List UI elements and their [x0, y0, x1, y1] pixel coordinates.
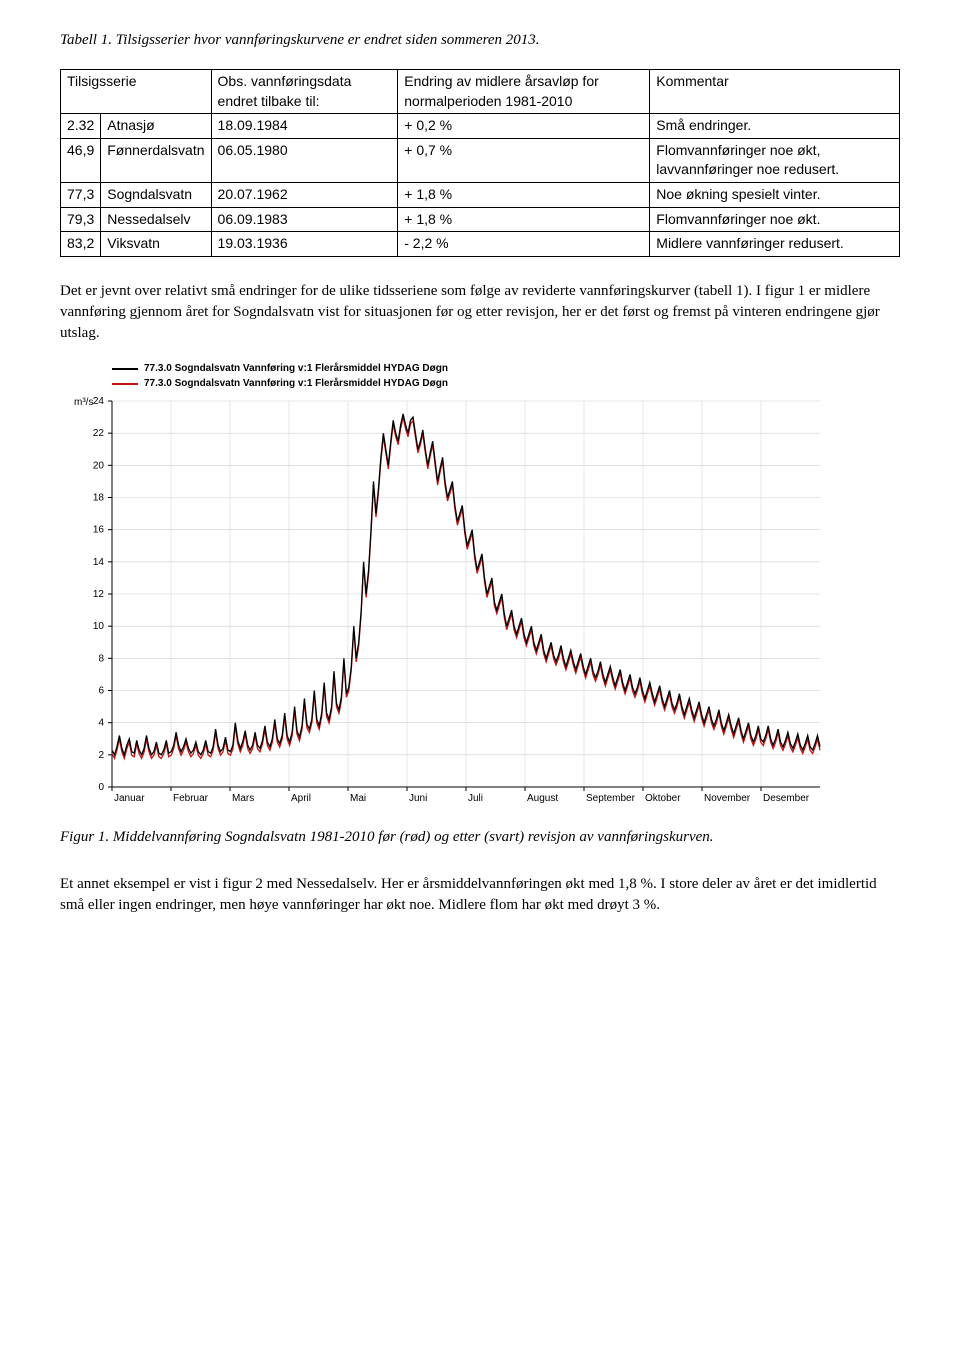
table-cell: Små endringer.	[650, 114, 900, 139]
col-header-2: Obs. vannføringsdata endret tilbake til:	[211, 70, 398, 114]
chart-legend: 77.3.0 Sogndalsvatn Vannføring v:1 Flerå…	[112, 362, 900, 391]
legend-item: 77.3.0 Sogndalsvatn Vannføring v:1 Flerå…	[112, 362, 900, 376]
table-cell: Fønnerdalsvatn	[101, 138, 211, 182]
legend-label: 77.3.0 Sogndalsvatn Vannføring v:1 Flerå…	[144, 377, 448, 391]
table-cell: 46,9	[61, 138, 101, 182]
svg-text:22: 22	[93, 428, 105, 439]
svg-text:Mars: Mars	[232, 793, 254, 804]
table-cell: Flomvannføringer noe økt.	[650, 207, 900, 232]
svg-text:November: November	[704, 793, 751, 804]
svg-text:August: August	[527, 793, 558, 804]
svg-text:Desember: Desember	[763, 793, 810, 804]
table-cell: 19.03.1936	[211, 232, 398, 257]
table-cell: Viksvatn	[101, 232, 211, 257]
col-header-4: Kommentar	[650, 70, 900, 114]
table-cell: + 0,2 %	[398, 114, 650, 139]
table-cell: 79,3	[61, 207, 101, 232]
table-cell: Midlere vannføringer redusert.	[650, 232, 900, 257]
table-cell: 2.32	[61, 114, 101, 139]
table-row: 2.32Atnasjø18.09.1984+ 0,2 %Små endringe…	[61, 114, 900, 139]
svg-text:0: 0	[98, 782, 104, 793]
table-cell: 83,2	[61, 232, 101, 257]
legend-item: 77.3.0 Sogndalsvatn Vannføring v:1 Flerå…	[112, 377, 900, 391]
svg-text:Oktober: Oktober	[645, 793, 681, 804]
table-cell: 20.07.1962	[211, 182, 398, 207]
figure-1-caption: Figur 1. Middelvannføring Sogndalsvatn 1…	[60, 827, 900, 848]
table-cell: - 2,2 %	[398, 232, 650, 257]
svg-text:6: 6	[98, 685, 104, 696]
table-cell: Nessedalselv	[101, 207, 211, 232]
table-cell: 06.05.1980	[211, 138, 398, 182]
svg-text:Juni: Juni	[409, 793, 427, 804]
table-row: 46,9Fønnerdalsvatn06.05.1980+ 0,7 %Flomv…	[61, 138, 900, 182]
table-cell: 77,3	[61, 182, 101, 207]
table-cell: 18.09.1984	[211, 114, 398, 139]
svg-text:Mai: Mai	[350, 793, 366, 804]
legend-color-line	[112, 368, 138, 370]
table-cell: Noe økning spesielt vinter.	[650, 182, 900, 207]
svg-text:4: 4	[98, 717, 104, 728]
svg-text:September: September	[586, 793, 636, 804]
svg-text:m³/s: m³/s	[74, 397, 93, 408]
svg-text:Februar: Februar	[173, 793, 209, 804]
table-row: 83,2Viksvatn19.03.1936- 2,2 %Midlere van…	[61, 232, 900, 257]
col-header-3: Endring av midlere årsavløp for normalpe…	[398, 70, 650, 114]
svg-text:16: 16	[93, 524, 105, 535]
svg-text:18: 18	[93, 492, 105, 503]
paragraph-1: Det er jevnt over relativt små endringer…	[60, 281, 900, 344]
col-header-1: Tilsigsserie	[61, 70, 212, 114]
table-cell: Sogndalsvatn	[101, 182, 211, 207]
svg-text:Juli: Juli	[468, 793, 483, 804]
data-table: Tilsigsserie Obs. vannføringsdata endret…	[60, 69, 900, 257]
svg-text:April: April	[291, 793, 311, 804]
table-cell: Atnasjø	[101, 114, 211, 139]
line-chart: 024681012141618202224m³/sJanuarFebruarMa…	[60, 395, 840, 815]
table-cell: + 1,8 %	[398, 207, 650, 232]
table-row: 79,3Nessedalselv06.09.1983+ 1,8 %Flomvan…	[61, 207, 900, 232]
paragraph-2: Et annet eksempel er vist i figur 2 med …	[60, 874, 900, 916]
table-cell: 06.09.1983	[211, 207, 398, 232]
table-cell: + 1,8 %	[398, 182, 650, 207]
table-cell: + 0,7 %	[398, 138, 650, 182]
legend-label: 77.3.0 Sogndalsvatn Vannføring v:1 Flerå…	[144, 362, 448, 376]
legend-color-line	[112, 383, 138, 385]
svg-text:24: 24	[93, 396, 105, 407]
table-caption: Tabell 1. Tilsigsserier hvor vannførings…	[60, 30, 900, 51]
svg-text:14: 14	[93, 557, 105, 568]
chart-container: 77.3.0 Sogndalsvatn Vannføring v:1 Flerå…	[60, 362, 900, 815]
table-cell: Flomvannføringer noe økt, lavvannføringe…	[650, 138, 900, 182]
svg-text:10: 10	[93, 621, 105, 632]
svg-text:12: 12	[93, 589, 105, 600]
svg-text:20: 20	[93, 460, 105, 471]
svg-text:2: 2	[98, 750, 104, 761]
svg-text:Januar: Januar	[114, 793, 145, 804]
svg-text:8: 8	[98, 653, 104, 664]
table-row: 77,3Sogndalsvatn20.07.1962+ 1,8 %Noe økn…	[61, 182, 900, 207]
